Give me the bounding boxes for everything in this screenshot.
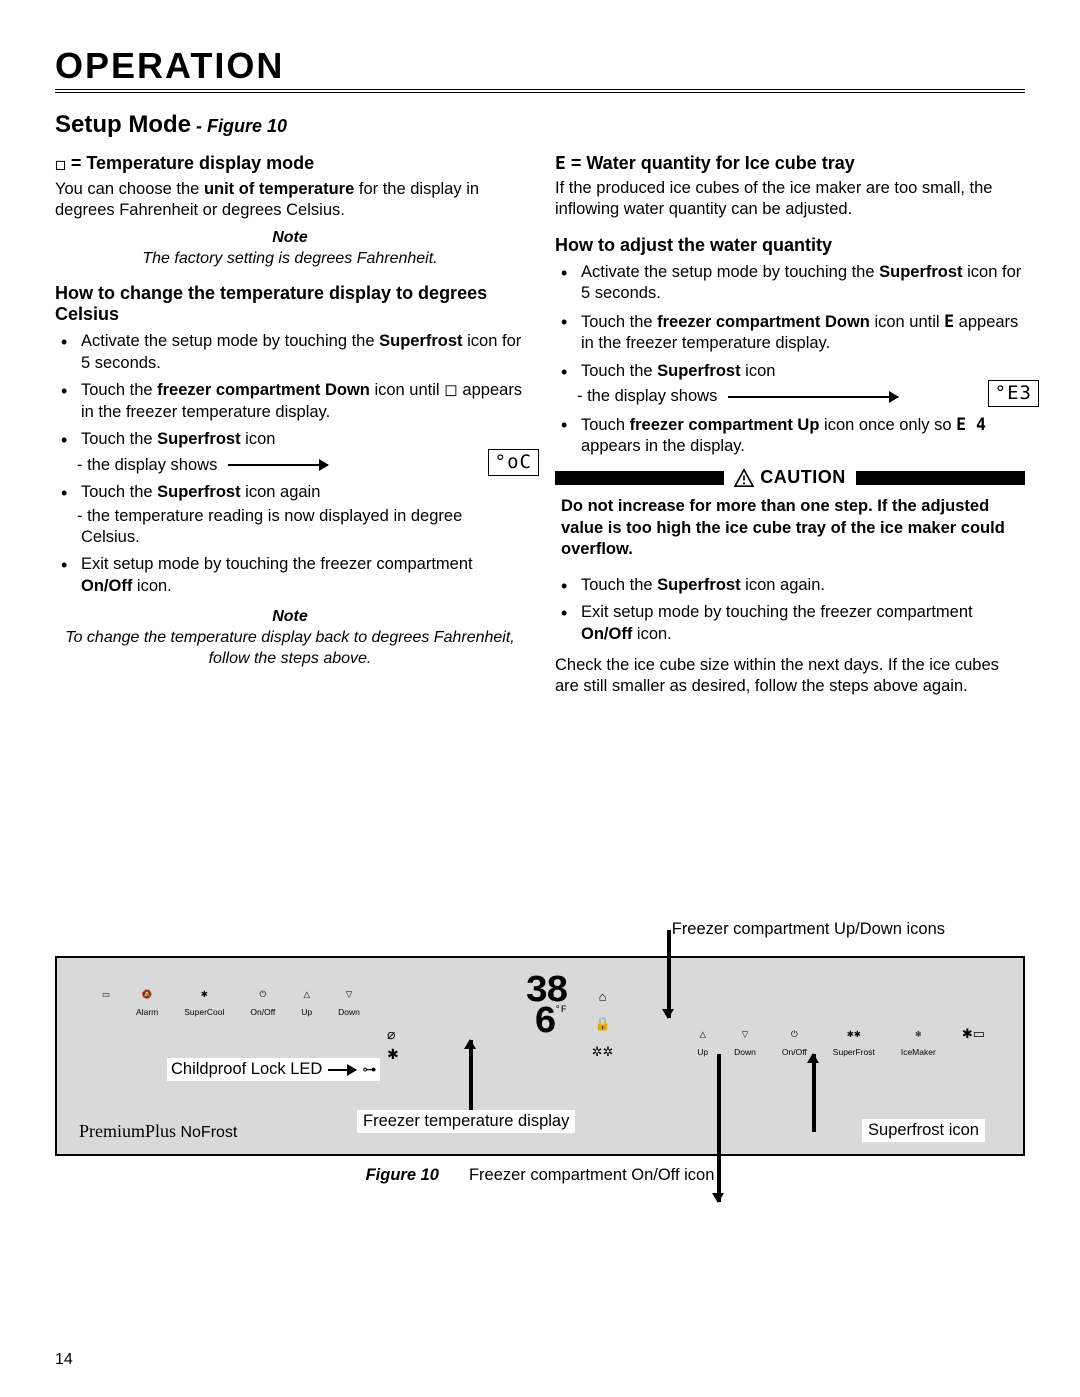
page-number: 14 xyxy=(55,1351,73,1369)
arrow-right-icon xyxy=(328,1069,356,1071)
up-fridge-icon: △Up xyxy=(301,984,312,1017)
subtitle-bold: Setup Mode xyxy=(55,111,191,138)
water-qty-icon: E xyxy=(555,153,566,174)
right-column: E = Water quantity for Ice cube tray If … xyxy=(555,153,1025,698)
list-item: Touch the Superfrost icon again. xyxy=(575,575,1025,596)
left-heading: ◻ = Temperature display mode xyxy=(55,153,525,175)
down-fridge-icon: ▽Down xyxy=(338,984,360,1017)
stars-icon: ✲✲ xyxy=(592,1042,614,1062)
sub-text: the display shows xyxy=(87,456,217,474)
subtitle-figure: Figure 10 xyxy=(207,116,287,136)
right-intro: If the produced ice cubes of the ice mak… xyxy=(555,178,1025,221)
list-item: Touch the Superfrost icon again - the te… xyxy=(75,482,525,548)
note-label: Note xyxy=(55,607,525,628)
list-item: Touch the freezer compartment Down icon … xyxy=(575,311,1025,355)
caution-label: CAUTION xyxy=(760,467,846,488)
section-subtitle: Setup Mode - Figure 10 xyxy=(55,111,1025,139)
bottle-icon: ⌀ xyxy=(387,1024,395,1044)
figure-caption: Figure 10Freezer compartment On/Off icon xyxy=(55,1166,1025,1185)
control-panel: ▭ 🔕Alarm ✱SuperCool ⏻On/Off △Up ▽Down ⌀ … xyxy=(55,956,1025,1156)
arrow-right-icon xyxy=(228,464,328,466)
caution-text: Do not increase for more than one step. … xyxy=(555,496,1025,568)
right-howto-heading: How to adjust the water quantity xyxy=(555,235,1025,256)
onoff-fridge-icon: ⏻On/Off xyxy=(250,984,275,1017)
brand-label: PremiumPlus NoFrost xyxy=(79,1121,237,1142)
up-freezer-icon: △Up xyxy=(697,1024,708,1057)
freezer-temp-label: Freezer temperature display xyxy=(357,1110,575,1133)
sub-text: the display shows xyxy=(587,387,717,405)
alarm-icon: 🔕Alarm xyxy=(136,984,158,1017)
list-item: Exit setup mode by touching the freezer … xyxy=(75,554,525,597)
arrow-up-icon xyxy=(812,1054,816,1132)
lock-icon: 🔒 xyxy=(592,1014,614,1034)
note-text: To change the temperature display back t… xyxy=(55,628,525,670)
figure-10: Freezer compartment Up/Down icons ▭ 🔕Ala… xyxy=(55,920,1025,1156)
list-item: Touch the Superfrost icon - the display … xyxy=(75,429,525,476)
display-box: °oC xyxy=(488,449,539,476)
supercool-icon: ✱SuperCool xyxy=(184,984,224,1017)
note-text: The factory setting is degrees Fahrenhei… xyxy=(55,249,525,270)
left-intro: You can choose the unit of temperature f… xyxy=(55,179,525,222)
key-icon: ⊶ xyxy=(362,1061,376,1078)
page-title: OPERATION xyxy=(55,45,1025,93)
superfrost-label: Superfrost icon xyxy=(862,1119,985,1142)
down-freezer-icon: ▽Down xyxy=(734,1024,756,1057)
display-box: °E3 xyxy=(988,380,1039,407)
list-item: Touch freezer compartment Up icon once o… xyxy=(575,414,1025,458)
subtitle-dash: - xyxy=(191,116,207,136)
note-label: Note xyxy=(55,228,525,249)
left-howto-heading: How to change the temperature display to… xyxy=(55,283,525,325)
onoff-freezer-icon: ⏻On/Off xyxy=(782,1024,807,1057)
childproof-label: Childproof Lock LED ⊶ xyxy=(167,1058,380,1081)
battery-icon: ▭ xyxy=(102,984,110,1017)
right-heading: E = Water quantity for Ice cube tray xyxy=(555,153,1025,174)
right-outro: Check the ice cube size within the next … xyxy=(555,655,1025,698)
arrow-right-icon xyxy=(728,396,898,398)
list-item: Exit setup mode by touching the freezer … xyxy=(575,602,1025,645)
temp-mode-icon: ◻ xyxy=(55,154,66,175)
warning-icon xyxy=(734,469,754,487)
fig-top-label: Freezer compartment Up/Down icons xyxy=(672,920,945,939)
right-steps-2: Touch the Superfrost icon again. Exit se… xyxy=(555,575,1025,645)
list-item: Activate the setup mode by touching the … xyxy=(75,331,525,374)
list-item: Touch the Superfrost icon - the display … xyxy=(575,361,1025,408)
arrow-down-icon xyxy=(667,930,671,1018)
icemaker-icon-2: ✱▭ xyxy=(962,1024,985,1057)
superfrost-icon: ✱✱SuperFrost xyxy=(833,1024,875,1057)
left-steps: Activate the setup mode by touching the … xyxy=(55,331,525,597)
caution-bar: CAUTION xyxy=(555,467,1025,488)
house-icon: ⌂ xyxy=(592,986,614,1006)
star-icon: ✱ xyxy=(387,1044,399,1064)
right-steps: Activate the setup mode by touching the … xyxy=(555,262,1025,458)
icemaker-icon-1: ❄IceMaker xyxy=(901,1024,936,1057)
left-column: ◻ = Temperature display mode You can cho… xyxy=(55,153,525,698)
list-item: Touch the freezer compartment Down icon … xyxy=(75,380,525,423)
sub-text: the temperature reading is now displayed… xyxy=(81,507,462,546)
list-item: Activate the setup mode by touching the … xyxy=(575,262,1025,305)
temperature-display: 38 6°F xyxy=(513,976,567,1038)
arrow-up-icon xyxy=(469,1040,473,1110)
